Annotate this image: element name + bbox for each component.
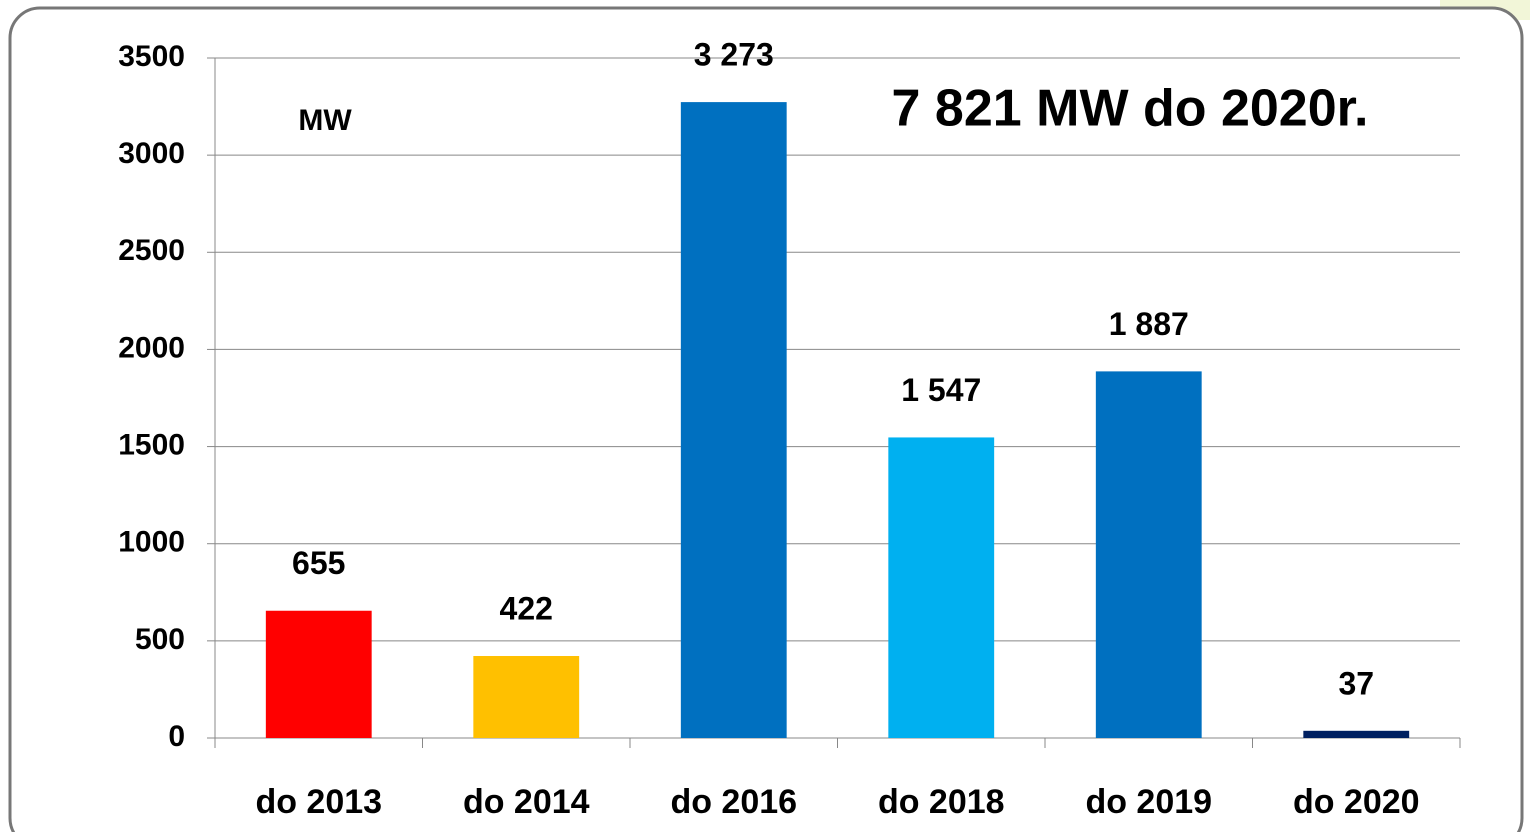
data-label: 1 887 — [1109, 306, 1189, 342]
x-tick-label: do 2018 — [878, 783, 1005, 821]
x-tick-label: do 2014 — [463, 783, 590, 821]
bar — [1303, 730, 1410, 738]
data-label: 1 547 — [901, 372, 981, 408]
bar — [680, 102, 787, 739]
y-tick-label: 500 — [135, 623, 185, 656]
y-tick-label: 3000 — [118, 137, 185, 170]
x-tick-label: do 2013 — [255, 783, 382, 821]
x-tick-label: do 2016 — [670, 783, 797, 821]
data-label: 37 — [1338, 665, 1374, 701]
total-annotation: 7 821 MW do 2020r. — [892, 80, 1369, 138]
y-tick-label: 2000 — [118, 331, 185, 364]
y-tick-label: 0 — [168, 720, 185, 753]
data-label: 3 273 — [694, 37, 774, 73]
y-tick-label: 2500 — [118, 234, 185, 267]
data-label: 655 — [292, 545, 345, 581]
bar — [1095, 371, 1202, 738]
x-tick-label: do 2020 — [1293, 783, 1420, 821]
y-tick-label: 1000 — [118, 526, 185, 559]
x-tick-label: do 2019 — [1085, 783, 1212, 821]
y-tick-label: 1500 — [118, 428, 185, 461]
bar — [473, 656, 580, 738]
y-tick-label: 3500 — [118, 40, 185, 73]
data-label: 422 — [500, 590, 553, 626]
bar — [265, 610, 372, 738]
bar — [888, 437, 995, 738]
unit-label: MW — [298, 104, 352, 137]
